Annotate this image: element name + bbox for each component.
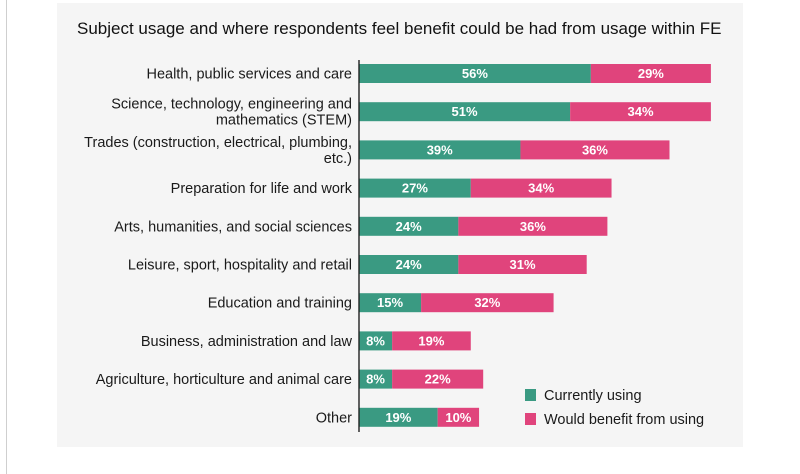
category-label-line: Education and training: [208, 296, 352, 312]
value-label-currently-using: 27%: [402, 181, 428, 196]
bar-would-benefit: [520, 140, 670, 160]
value-label-currently-using: 15%: [377, 295, 403, 310]
bar-would-benefit: [458, 216, 608, 236]
category-label-line: Other: [316, 410, 352, 426]
value-label-currently-using: 56%: [462, 66, 488, 81]
value-label-would-benefit: 34%: [528, 181, 554, 196]
value-label-currently-using: 51%: [452, 104, 478, 119]
bar-would-benefit: [437, 407, 480, 427]
bar-currently-using: [359, 255, 459, 274]
legend-swatch-currently-using: [525, 389, 536, 401]
chart-title: Subject usage and where respondents feel…: [77, 19, 722, 38]
value-label-would-benefit: 34%: [628, 104, 654, 119]
category-label: Arts, humanities, and social sciences: [114, 219, 352, 235]
value-label-would-benefit: 29%: [638, 66, 664, 81]
category-label: Health, public services and care: [146, 67, 352, 83]
value-label-would-benefit: 36%: [520, 219, 546, 234]
category-label-line: Leisure, sport, hospitality and retail: [128, 258, 352, 274]
value-label-currently-using: 39%: [427, 142, 453, 157]
category-label: Other: [316, 410, 352, 426]
category-label-line: Trades (construction, electrical, plumbi…: [84, 135, 352, 151]
bar-currently-using: [359, 216, 459, 236]
bar-would-benefit: [421, 293, 554, 313]
bar-currently-using: [359, 293, 422, 313]
bar-currently-using: [359, 369, 393, 389]
bar-would-benefit: [392, 369, 484, 389]
category-label: Trades (construction, electrical, plumbi…: [84, 135, 352, 167]
category-label: Agriculture, horticulture and animal car…: [96, 372, 352, 388]
category-label-line: Health, public services and care: [146, 67, 352, 83]
value-label-would-benefit: 10%: [445, 410, 471, 425]
category-label: Education and training: [208, 296, 352, 312]
category-label: Science, technology, engineering and math…: [111, 97, 352, 129]
value-label-currently-using: 19%: [385, 410, 411, 425]
bar-currently-using: [359, 331, 393, 351]
bar-would-benefit: [458, 255, 587, 274]
bar-currently-using: [359, 178, 471, 198]
category-label: Business, administration and law: [141, 334, 353, 350]
legend-label-currently-using: Currently using: [544, 388, 642, 404]
legend-swatch-would-benefit: [525, 413, 536, 425]
value-label-currently-using: 24%: [396, 219, 422, 234]
category-label: Preparation for life and work: [171, 181, 353, 197]
category-label-line: Business, administration and law: [141, 334, 353, 350]
bar-currently-using: [359, 102, 571, 122]
bar-would-benefit: [570, 102, 711, 122]
left-edge-divider: [6, 0, 7, 474]
bar-would-benefit: [470, 178, 612, 198]
bar-currently-using: [359, 140, 521, 160]
category-label: Leisure, sport, hospitality and retail: [128, 258, 352, 274]
category-label-line: Science, technology, engineering and: [111, 97, 352, 113]
value-label-would-benefit: 22%: [425, 372, 451, 387]
value-label-would-benefit: 36%: [582, 142, 608, 157]
bar-currently-using: [359, 407, 438, 427]
bar-currently-using: [359, 64, 591, 83]
value-label-would-benefit: 32%: [474, 295, 500, 310]
category-label-line: etc.): [324, 151, 352, 167]
legend-label-would-benefit: Would benefit from using: [544, 412, 704, 428]
value-label-currently-using: 24%: [396, 257, 422, 272]
category-label-line: mathematics (STEM): [216, 113, 352, 129]
value-label-currently-using: 8%: [366, 333, 385, 348]
value-label-currently-using: 8%: [366, 372, 385, 387]
category-label-line: Preparation for life and work: [171, 181, 353, 197]
bar-would-benefit: [590, 64, 711, 83]
value-label-would-benefit: 19%: [418, 333, 444, 348]
category-label-line: Agriculture, horticulture and animal car…: [96, 372, 352, 388]
value-label-would-benefit: 31%: [510, 257, 536, 272]
category-label-line: Arts, humanities, and social sciences: [114, 219, 352, 235]
bar-would-benefit: [392, 331, 471, 351]
